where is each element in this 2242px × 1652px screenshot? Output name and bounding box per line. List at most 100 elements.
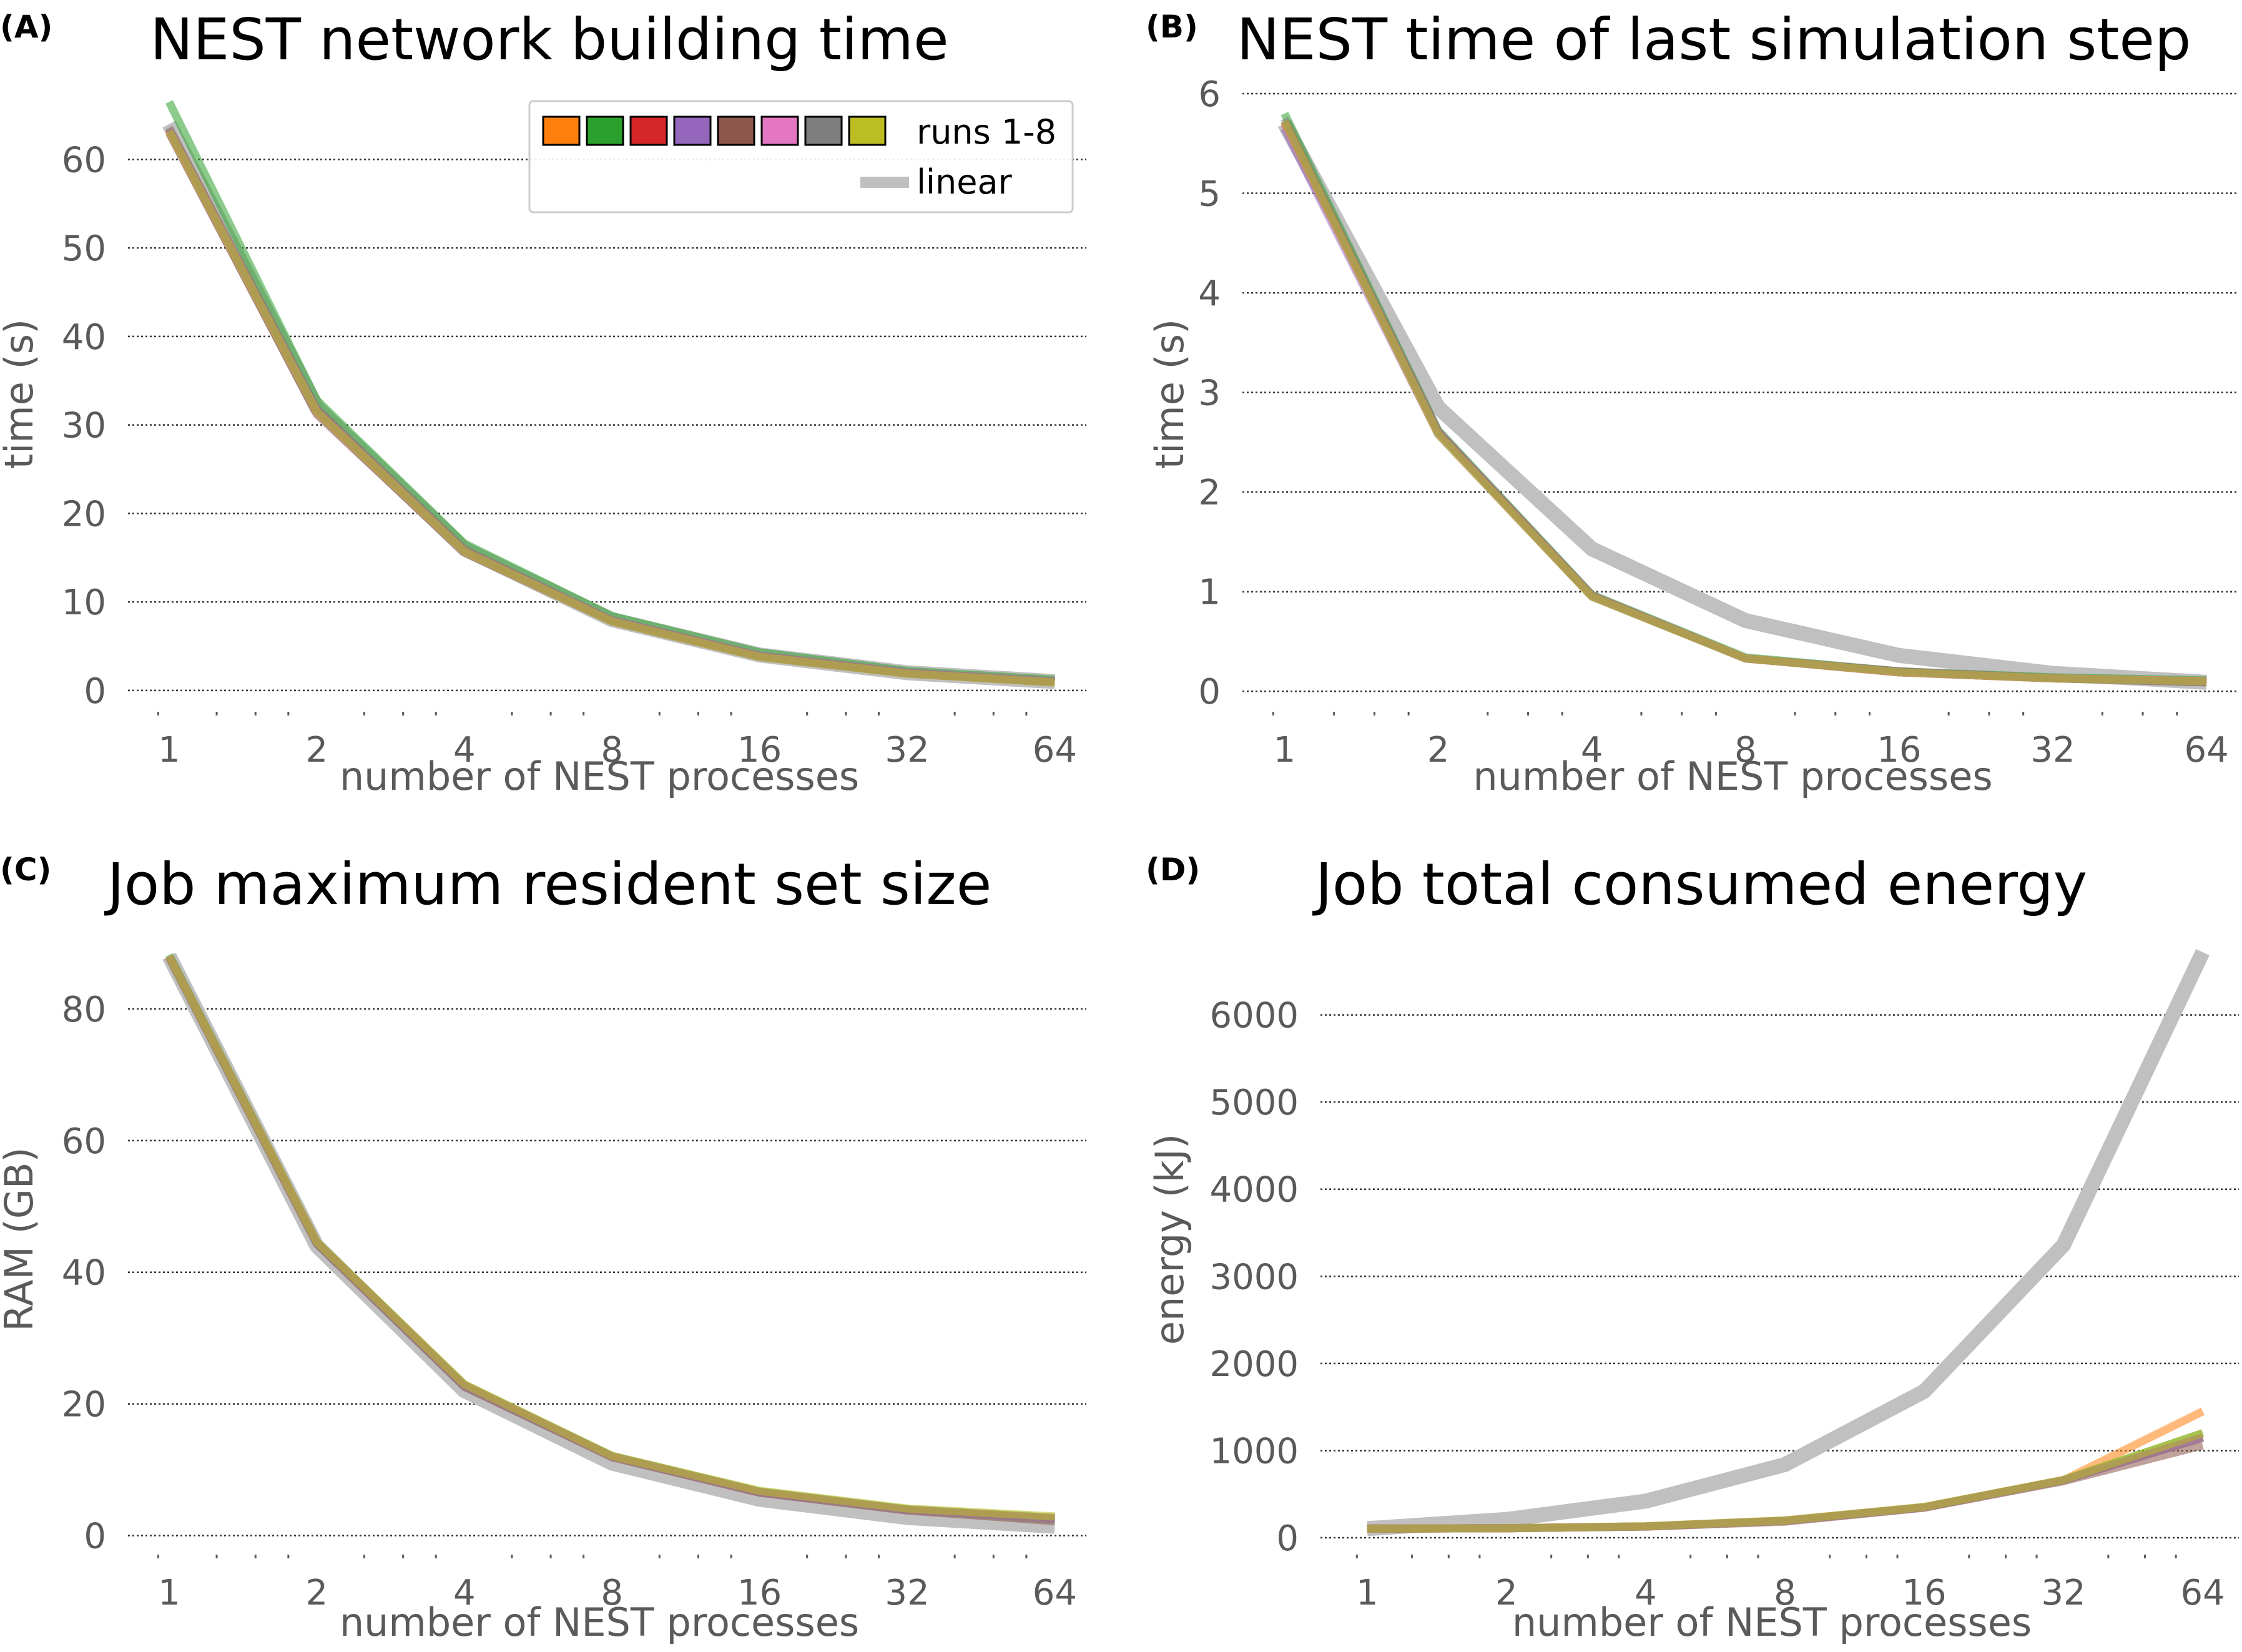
legend-swatch-run-4 xyxy=(673,116,712,146)
x-tick-label: 32 xyxy=(2041,1573,2085,1613)
y-tick-label: 10 xyxy=(62,583,106,623)
linear-reference-line xyxy=(162,953,1056,1534)
series-line-run-7 xyxy=(165,955,1055,1523)
x-tick-label: 8 xyxy=(1774,1573,1796,1613)
x-axis-label: number of NEST processes xyxy=(1473,754,1992,799)
x-tick-label: 32 xyxy=(885,1573,929,1613)
legend-swatch-run-3 xyxy=(629,116,668,146)
x-tick-label: 4 xyxy=(1581,730,1603,770)
x-tick-label: 8 xyxy=(601,1573,623,1613)
x-tick-label: 2 xyxy=(1427,730,1450,770)
legend: runs 1-8 linear xyxy=(528,100,1074,214)
y-tick-label: 20 xyxy=(62,494,106,534)
x-tick-label: 64 xyxy=(1033,1573,1077,1613)
y-tick-label: 50 xyxy=(62,229,106,269)
series-line-run-2 xyxy=(165,953,1055,1522)
panel-d: (D) Job total consumed energy 0 1000 2000 300… xyxy=(1146,851,2239,1645)
y-tick-label: 3 xyxy=(1198,373,1221,414)
panel-letter: (C) xyxy=(0,852,51,888)
y-tick-label: 0 xyxy=(84,1516,106,1556)
y-tick-label: 80 xyxy=(62,990,106,1030)
panel-c: (C) Job maximum resident set size 0 20 40 60 8… xyxy=(0,851,1086,1645)
x-tick-label: 1 xyxy=(158,1573,180,1613)
legend-swatch-run-5 xyxy=(717,116,755,146)
y-tick-label: 2000 xyxy=(1209,1344,1299,1385)
panel-b: (B) NEST time of last simulation step 0 1 2 3… xyxy=(1146,6,2239,799)
series-line-run-8 xyxy=(1281,119,2207,686)
y-axis-label: RAM (GB) xyxy=(0,1147,42,1331)
x-tick-label: 4 xyxy=(453,1573,476,1613)
x-tick-label: 8 xyxy=(601,730,623,770)
y-tick-label: 40 xyxy=(62,317,106,358)
panel-a: (A) NEST network building time 0 10 20 30 40 50… xyxy=(0,6,1086,799)
panel-letter: (B) xyxy=(1146,9,1198,45)
x-tick-label: 64 xyxy=(2180,1573,2225,1613)
y-axis-label: time (s) xyxy=(0,319,42,469)
legend-swatch-run-1 xyxy=(542,116,581,146)
legend-runs-label: runs 1-8 xyxy=(917,112,1056,152)
series-line-run-8 xyxy=(165,129,1055,687)
x-tick-label: 4 xyxy=(453,730,476,770)
y-tick-label: 60 xyxy=(62,140,106,180)
y-tick-label: 30 xyxy=(62,406,106,446)
x-tick-label: 4 xyxy=(1635,1573,1657,1613)
y-tick-label: 6 xyxy=(1198,74,1221,115)
x-tick-label: 2 xyxy=(306,1573,328,1613)
y-tick-label: 0 xyxy=(1276,1518,1299,1559)
x-axis-label: number of NEST processes xyxy=(1512,1600,2032,1645)
y-tick-label: 5 xyxy=(1198,174,1221,215)
x-tick-label: 2 xyxy=(1495,1573,1518,1613)
legend-swatch-run-7 xyxy=(804,116,843,146)
x-tick-label: 16 xyxy=(737,1573,782,1613)
y-tick-label: 4000 xyxy=(1209,1170,1299,1211)
series-line-run-4 xyxy=(165,954,1055,1523)
y-tick-label: 5000 xyxy=(1209,1083,1299,1123)
y-tick-label: 4 xyxy=(1198,273,1221,314)
y-tick-label: 3000 xyxy=(1209,1257,1299,1297)
panel-letter: (A) xyxy=(0,9,52,45)
y-axis-label: time (s) xyxy=(1147,319,1192,469)
x-tick-label: 32 xyxy=(2030,730,2075,770)
x-tick-label: 16 xyxy=(1877,730,1921,770)
legend-swatch-run-8 xyxy=(848,116,887,146)
series-line-run-8 xyxy=(1367,1429,2205,1533)
x-tick-label: 1 xyxy=(1274,730,1296,770)
legend-swatch-run-2 xyxy=(586,116,624,146)
chart-title: NEST network building time xyxy=(150,6,948,73)
series-line-run-5 xyxy=(165,130,1055,687)
x-tick-label: 2 xyxy=(306,730,328,770)
chart-title: Job maximum resident set size xyxy=(104,851,992,918)
series-line-run-3 xyxy=(165,954,1055,1523)
y-axis-label: energy (kJ) xyxy=(1147,1134,1192,1345)
panel-letter: (D) xyxy=(1146,852,1200,888)
y-tick-label: 60 xyxy=(62,1121,106,1162)
x-tick-label: 1 xyxy=(1356,1573,1379,1613)
x-tick-label: 64 xyxy=(2185,730,2229,770)
x-tick-label: 32 xyxy=(885,730,929,770)
series-line-run-8 xyxy=(165,954,1055,1521)
series-line-run-1 xyxy=(165,954,1055,1523)
series-line-run-5 xyxy=(165,955,1055,1525)
legend-linear-label: linear xyxy=(917,162,1013,202)
y-tick-label: 20 xyxy=(62,1385,106,1425)
y-tick-label: 6000 xyxy=(1209,996,1299,1036)
y-tick-label: 40 xyxy=(62,1253,106,1294)
x-tick-label: 1 xyxy=(158,730,180,770)
y-tick-label: 1000 xyxy=(1209,1431,1299,1472)
linear-reference-line xyxy=(1367,948,2210,1536)
chart-title: NEST time of last simulation step xyxy=(1237,6,2191,73)
y-tick-label: 1 xyxy=(1198,573,1221,613)
chart-title: Job total consumed energy xyxy=(1312,851,2088,918)
legend-swatch-run-6 xyxy=(760,116,799,146)
x-tick-label: 16 xyxy=(737,730,782,770)
x-tick-label: 8 xyxy=(1734,730,1757,770)
y-tick-label: 0 xyxy=(1198,672,1221,712)
y-tick-label: 2 xyxy=(1198,473,1221,513)
series-line-run-6 xyxy=(165,954,1055,1523)
x-axis-label: number of NEST processes xyxy=(340,1600,859,1645)
x-axis-label: number of NEST processes xyxy=(340,754,859,799)
x-tick-label: 16 xyxy=(1902,1573,1946,1613)
x-tick-label: 64 xyxy=(1033,730,1077,770)
y-tick-label: 0 xyxy=(84,671,106,712)
